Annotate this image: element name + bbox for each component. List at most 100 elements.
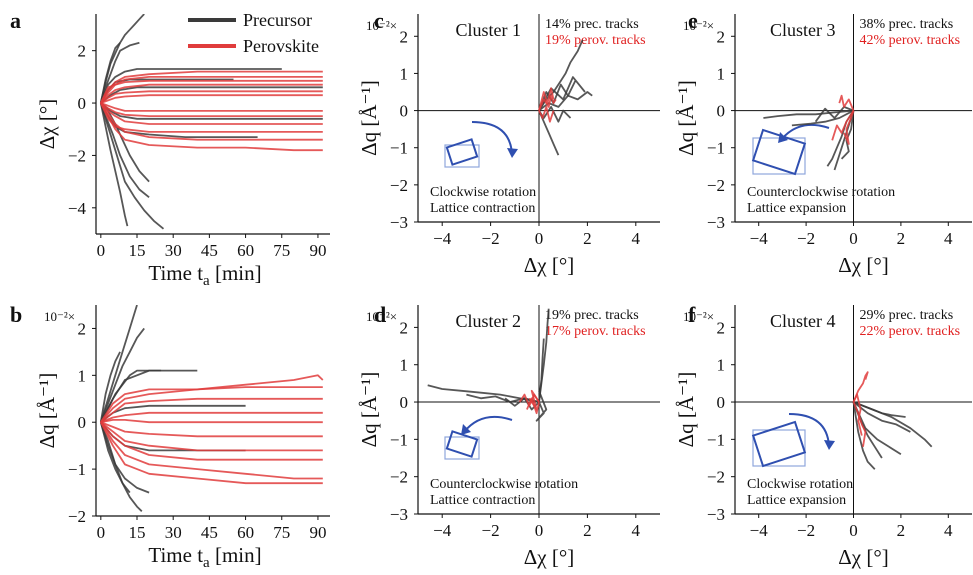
y-tick-label: 2	[717, 27, 726, 46]
perovskite-track	[100, 102, 323, 112]
arrowhead-icon	[507, 148, 518, 158]
x-axis-label: Δχ [°]	[524, 253, 574, 277]
perovskite-track	[852, 401, 867, 447]
y-tick-label: 0	[717, 102, 726, 121]
panel-e: e −3 −2 −1 0 1 2 −4 −2 0 2 4 Δχ [°] Cluster 3 38% prec…	[674, 8, 972, 277]
precursor-track	[99, 305, 138, 423]
x-axis-label: Time ta [min]	[148, 543, 261, 571]
x-tick-label: 2	[897, 229, 906, 248]
precursor-track	[99, 327, 145, 423]
perovskite-track	[100, 102, 323, 141]
x-tick-label: 30	[165, 241, 182, 260]
y-tick-label: 1	[717, 356, 726, 375]
x-tick-label: −2	[482, 521, 500, 540]
panel-a: a −4 −2 0 2 0 15 30 45 60 75 90 Time ta [min] Δχ [°]	[10, 8, 330, 289]
precursor-share: 14% prec. tracks	[545, 17, 639, 32]
series-group	[763, 94, 855, 171]
y-tick-label: 1	[717, 64, 726, 83]
precursor-share: 19% prec. tracks	[545, 308, 639, 323]
series-group	[427, 308, 550, 422]
precursor-track	[99, 42, 121, 104]
precursor-track	[538, 338, 545, 403]
legend: Precursor Perovskite	[188, 10, 319, 56]
precursor-track	[853, 401, 906, 418]
panel-letter: d	[374, 302, 386, 327]
precursor-track	[826, 110, 855, 167]
y-tick-label: 2	[400, 318, 409, 337]
arrowhead-icon	[824, 440, 835, 450]
legend-precursor-label: Precursor	[243, 10, 312, 30]
annotation-lattice: Lattice contraction	[430, 493, 535, 508]
perovskite-track	[100, 397, 323, 423]
perovskite-track	[852, 393, 863, 436]
reference-lattice-icon	[444, 436, 480, 460]
perovskite-track	[100, 94, 323, 104]
perovskite-track	[100, 421, 323, 452]
x-tick-label: 30	[165, 523, 182, 542]
series-group	[538, 39, 593, 156]
y-tick-label: 2	[78, 42, 87, 61]
x-tick-label: 90	[309, 523, 326, 542]
perovskite-track	[843, 110, 855, 145]
precursor-track	[535, 390, 548, 422]
precursor-track	[538, 39, 584, 112]
y-tick-label: −3	[707, 505, 725, 524]
x-tick-label: 0	[535, 229, 544, 248]
x-tick-label: −4	[750, 521, 769, 540]
perovskite-track	[100, 90, 323, 104]
annotation-rotation: Counterclockwise rotation	[747, 185, 895, 200]
perovskite-track	[538, 106, 555, 123]
x-axis-label: Time ta [min]	[148, 261, 261, 289]
x-tick-label: 15	[129, 523, 146, 542]
rotation-arrow-icon	[471, 121, 513, 155]
cluster-title: Cluster 2	[456, 311, 522, 331]
x-tick-label: 4	[944, 229, 953, 248]
x-tick-label: 45	[201, 523, 218, 542]
perovskite-track	[100, 418, 323, 424]
perovskite-track	[100, 102, 323, 117]
panel-c: c −3 −2 −1 0 1 2 −4 −2 0 2 4 Δχ [°] Cluster 1 14% prec…	[357, 8, 660, 277]
panel-d: d −3 −2 −1 0 1 2 −4 −2 0 2 4 Δχ [°] Cluster 2 19% prec…	[357, 302, 660, 569]
y-tick-label: −3	[390, 505, 408, 524]
x-tick-label: 60	[237, 523, 254, 542]
scale-note: 10⁻²×	[44, 309, 75, 324]
precursor-track	[763, 109, 854, 119]
precursor-track	[99, 102, 129, 227]
y-tick-label: −1	[68, 460, 86, 479]
perovskite-track	[831, 110, 855, 141]
y-tick-label: −2	[707, 468, 725, 487]
y-tick-label: 0	[400, 102, 409, 121]
y-axis-label: Δq [Å⁻¹]	[674, 80, 698, 156]
perovskite-track	[100, 386, 323, 423]
y-axis-label: Δq [Å⁻¹]	[35, 373, 59, 449]
perovskite-track	[100, 83, 323, 104]
precursor-track	[853, 401, 933, 448]
scale-note: 10⁻²×	[366, 309, 397, 324]
precursor-track	[99, 68, 282, 104]
precursor-track	[100, 369, 198, 423]
arrowhead-icon	[461, 424, 471, 435]
y-tick-label: 0	[400, 393, 409, 412]
y-tick-label: −2	[68, 507, 86, 526]
perovskite-track	[100, 76, 323, 104]
precursor-track	[538, 76, 586, 112]
panel-f: f −3 −2 −1 0 1 2 −4 −2 0 2 4 Δχ [°] Cluster 4 29% prec…	[674, 302, 972, 569]
panel-letter: c	[374, 8, 384, 33]
precursor-track	[814, 106, 854, 123]
precursor-track	[99, 41, 140, 104]
reference-lattice-icon	[752, 429, 806, 467]
x-tick-label: 0	[97, 523, 106, 542]
perovskite-track	[100, 421, 323, 438]
precursor-track	[99, 421, 131, 494]
x-tick-label: −2	[797, 229, 815, 248]
y-tick-label: −1	[707, 430, 725, 449]
precursor-track	[427, 384, 540, 403]
x-tick-label: 0	[849, 229, 858, 248]
x-tick-label: 75	[273, 523, 290, 542]
perovskite-track	[100, 421, 323, 480]
x-axis-label: Δχ [°]	[838, 253, 888, 277]
legend-perovskite-label: Perovskite	[243, 36, 319, 56]
y-axis-label: Δq [Å⁻¹]	[357, 372, 381, 448]
precursor-track	[99, 421, 150, 494]
annotation-lattice: Lattice expansion	[747, 201, 846, 216]
